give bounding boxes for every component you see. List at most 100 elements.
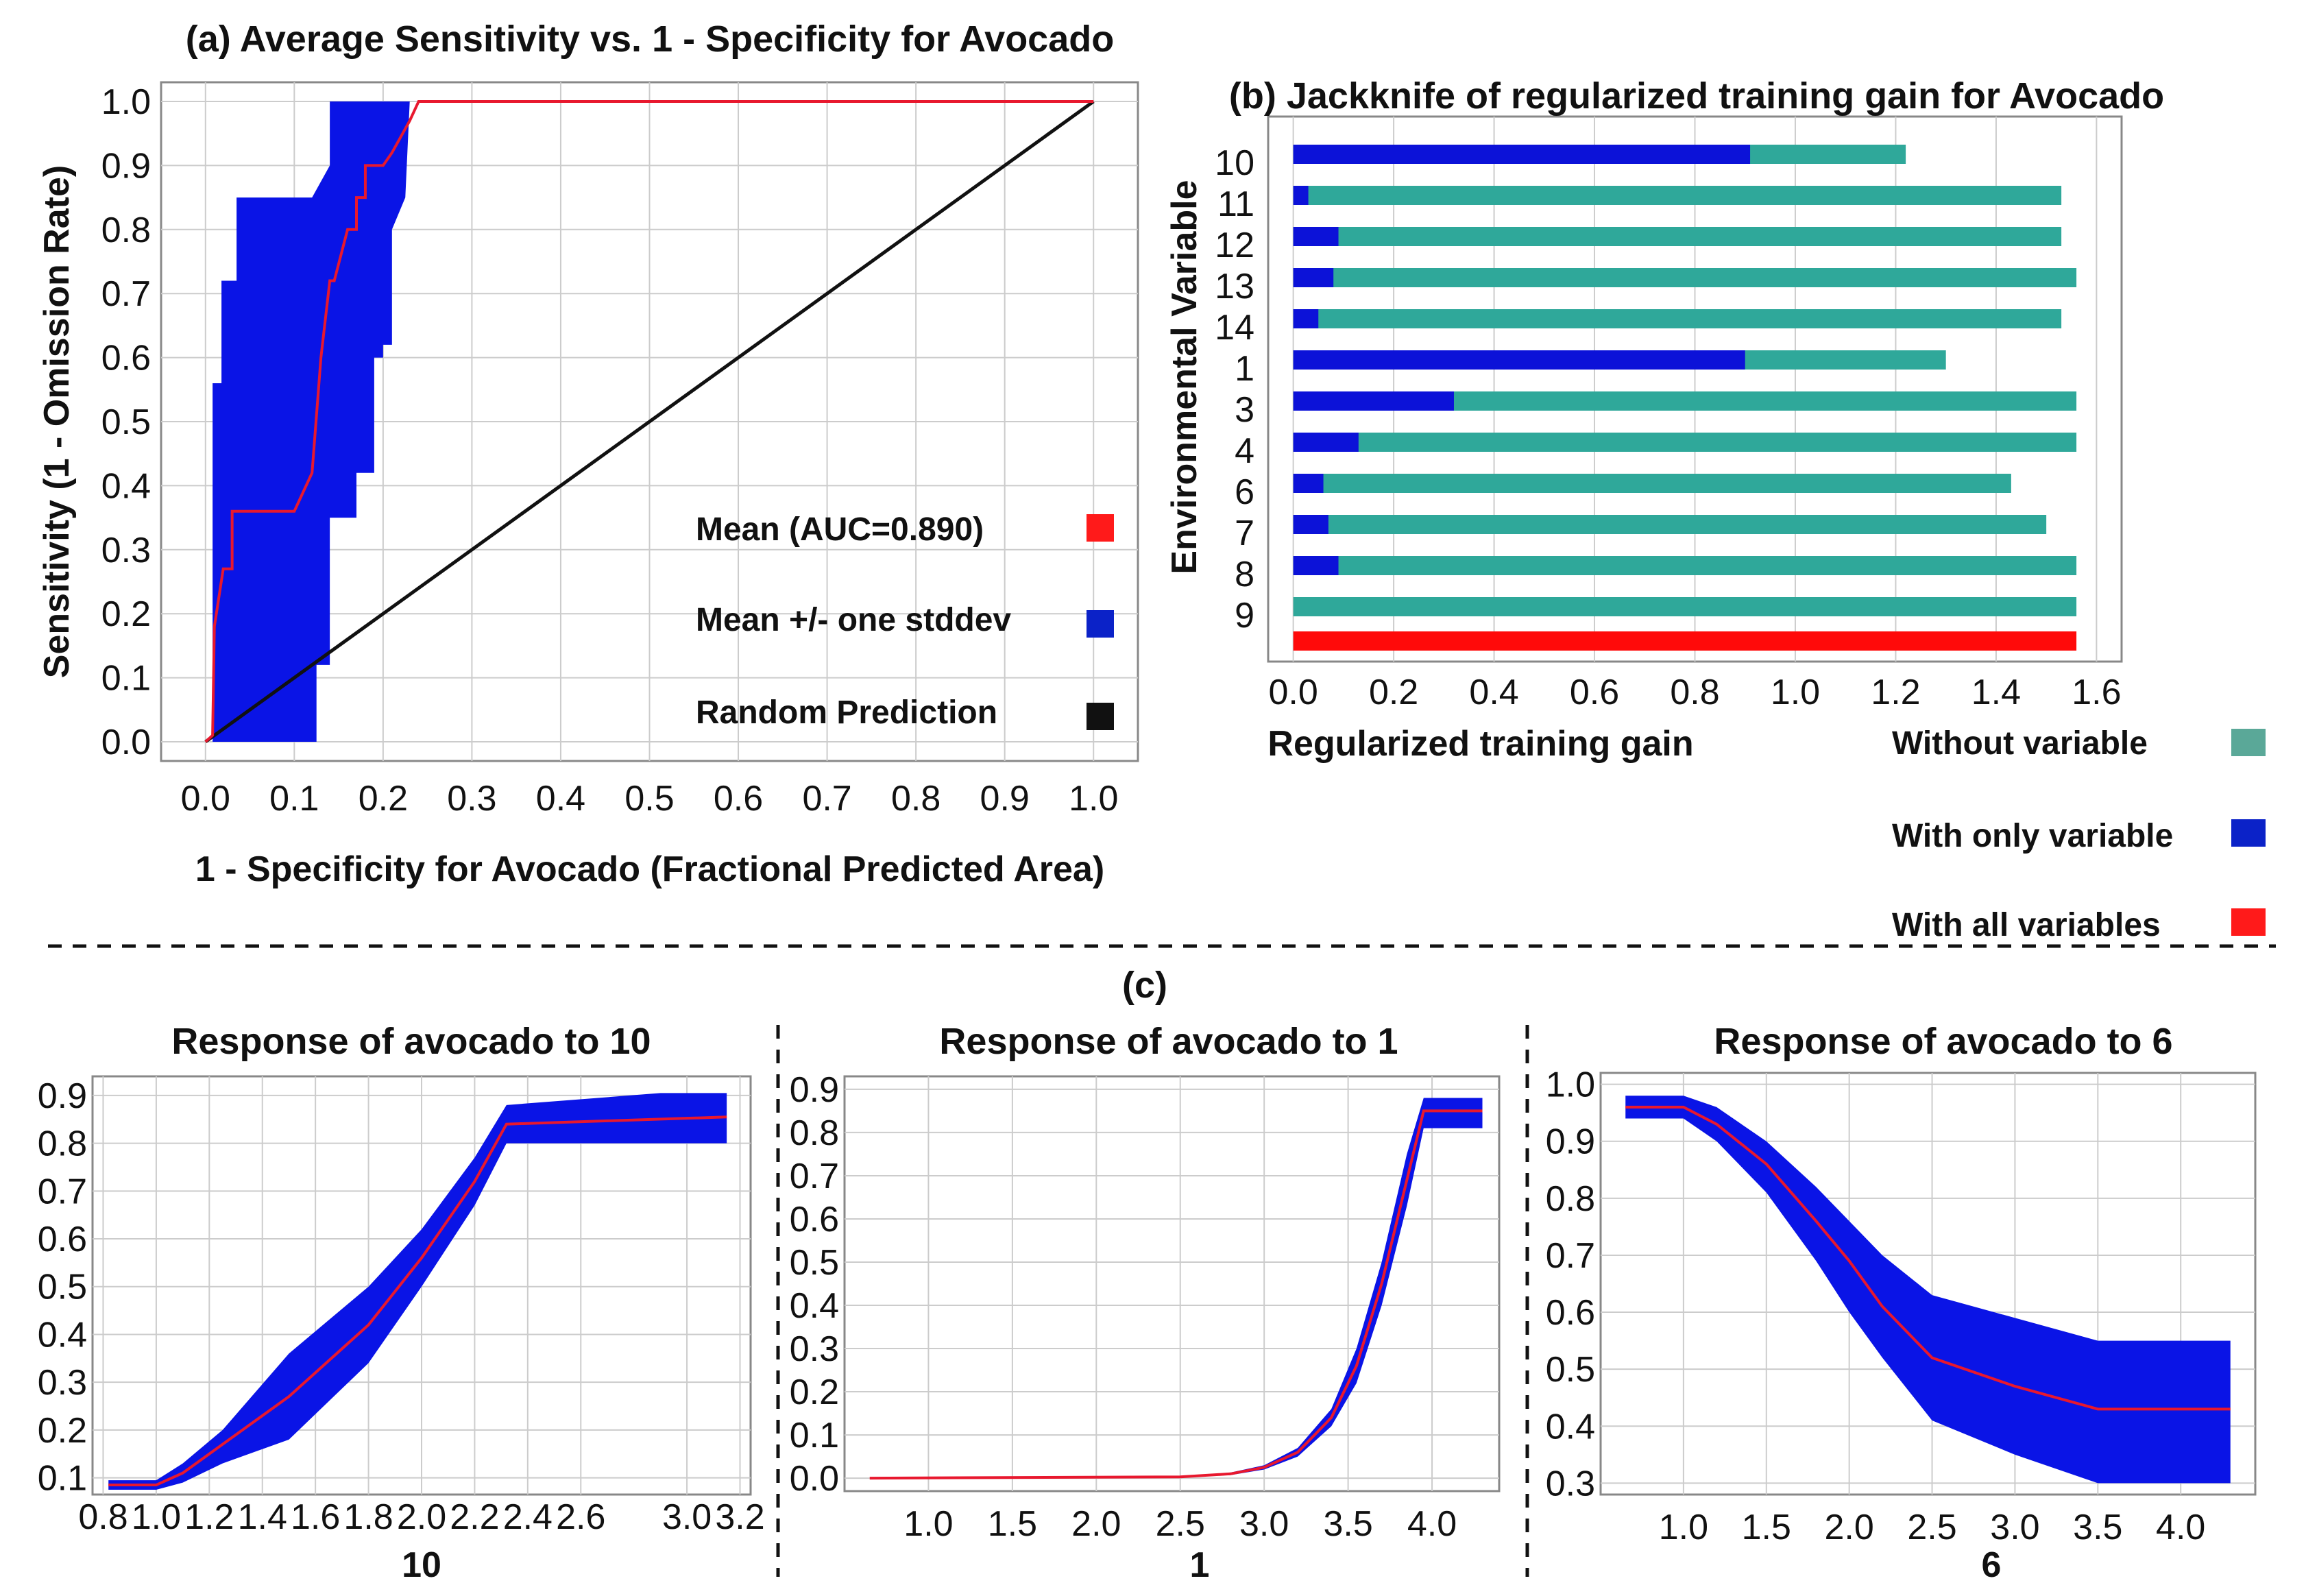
x-axis-label: 10 xyxy=(402,1545,441,1585)
legend-swatch-random xyxy=(1087,703,1114,730)
y-tick-label-var-10: 10 xyxy=(1215,143,1254,183)
bar-only-var-8 xyxy=(1293,556,1339,575)
x-tick-label: 1.0 xyxy=(132,1497,181,1537)
bar-all-variables xyxy=(1293,631,2077,651)
y-tick-label: 0.3 xyxy=(790,1329,839,1369)
legend-swatch-without xyxy=(2231,729,2266,756)
x-tick-label: 1.6 xyxy=(291,1497,340,1537)
legend-label-only: With only variable xyxy=(1892,818,2173,854)
y-tick-label-var-9: 9 xyxy=(1235,596,1254,636)
x-axis-label: Regularized training gain xyxy=(1267,724,1693,764)
y-tick-label-var-7: 7 xyxy=(1235,513,1254,553)
y-tick-label: 0.6 xyxy=(790,1200,839,1240)
bar-without-var-13 xyxy=(1293,268,2077,287)
random-prediction-line xyxy=(204,99,1095,744)
y-tick-label: 0.3 xyxy=(101,531,151,570)
x-tick-label: 1.4 xyxy=(1971,673,2021,712)
legend-swatch-stddev xyxy=(1087,610,1114,638)
x-tick-label: 0.7 xyxy=(802,779,851,819)
marks xyxy=(869,1098,1483,1480)
legend-label-all: With all variables xyxy=(1892,907,2161,943)
y-tick-label-var-11: 11 xyxy=(1217,184,1254,224)
y-tick-label: 0.0 xyxy=(101,723,151,762)
mean-response-line xyxy=(869,1109,1483,1480)
x-tick-label: 0.4 xyxy=(1469,673,1518,712)
x-tick-label: 0.6 xyxy=(714,779,763,819)
y-tick-label: 0.2 xyxy=(38,1411,87,1451)
bar-without-var-14 xyxy=(1293,309,2062,328)
y-tick-label: 0.8 xyxy=(1546,1179,1595,1219)
y-tick-label: 0.6 xyxy=(38,1220,87,1259)
y-tick-label: 0.1 xyxy=(101,659,151,699)
legend: Without variable With only variable With… xyxy=(1892,725,2266,943)
stddev-band xyxy=(1625,1096,2231,1484)
x-tick-label: 1.2 xyxy=(1871,673,1920,712)
y-tick-label: 0.2 xyxy=(101,594,151,634)
bar-only-var-12 xyxy=(1293,227,1339,246)
chart-title: Response of avocado to 1 xyxy=(939,1021,1398,1062)
x-tick-label: 1.0 xyxy=(1659,1508,1708,1547)
x-tick-label: 4.0 xyxy=(2156,1508,2205,1547)
panel-c-response-1: 1.0 1.5 2.0 2.5 3.0 3.5 4.0 0.0 0.1 0.2 0.30.40.5… xyxy=(790,1021,1501,1585)
y-tick-label: 0.0 xyxy=(790,1459,839,1499)
bar-only-var-3 xyxy=(1293,391,1454,411)
y-tick-label: 0.5 xyxy=(101,402,151,442)
marks xyxy=(1293,145,2077,651)
marks xyxy=(1625,1096,2231,1484)
x-axis-label: 1 xyxy=(1190,1545,1210,1585)
x-tick-label: 3.0 xyxy=(1239,1504,1289,1544)
x-tick-label: 3.2 xyxy=(715,1497,764,1537)
x-tick-label: 1.0 xyxy=(1771,673,1820,712)
bar-without-var-8 xyxy=(1293,556,2077,575)
y-tick-label: 0.5 xyxy=(1546,1350,1595,1390)
mean-roc-line xyxy=(204,100,1094,743)
bar-without-var-7 xyxy=(1293,515,2047,534)
y-tick-label: 0.1 xyxy=(38,1459,87,1499)
y-tick-label: 0.8 xyxy=(38,1124,87,1164)
y-axis-label: Sensitivity (1 - Omission Rate) xyxy=(37,165,77,678)
x-tick-label: 3.5 xyxy=(1323,1504,1372,1544)
x-tick-label: 2.0 xyxy=(1071,1504,1121,1544)
chart-title: Response of avocado to 6 xyxy=(1714,1021,2172,1062)
chart-title: (b) Jackknife of regularized training ga… xyxy=(1229,75,2164,117)
legend-swatch-mean xyxy=(1087,514,1114,542)
y-tick-labels: 0.0 0.1 0.2 0.3 0.4 0.5 0.6 0.7 0.8 0.9 1.0 xyxy=(101,82,151,762)
y-tick-label: 0.4 xyxy=(1546,1407,1595,1447)
panel-b-jackknife: 0.0 0.2 0.4 0.6 0.8 1.0 1.2 1.4 1.6 101112131413… xyxy=(1165,75,2266,943)
x-tick-label: 0.6 xyxy=(1570,673,1619,712)
chart-title: Response of avocado to 10 xyxy=(171,1021,651,1062)
x-tick-label: 0.8 xyxy=(1670,673,1719,712)
bar-only-var-6 xyxy=(1293,474,1324,493)
y-tick-label: 0.7 xyxy=(38,1172,87,1211)
y-tick-labels: 0.1 0.2 0.3 0.4 0.5 0.6 0.7 0.8 0.9 xyxy=(38,1076,87,1499)
y-tick-label: 0.5 xyxy=(790,1243,839,1283)
x-tick-label: 0.8 xyxy=(78,1497,128,1537)
x-tick-label: 0.1 xyxy=(269,779,319,819)
x-axis-label: 1 - Specificity for Avocado (Fractional … xyxy=(195,849,1104,889)
y-tick-label-var-4: 4 xyxy=(1235,431,1254,471)
stddev-band xyxy=(869,1098,1483,1479)
y-tick-label: 0.6 xyxy=(101,339,151,378)
y-tick-label: 0.4 xyxy=(101,466,151,506)
legend-label-without: Without variable xyxy=(1892,725,2148,762)
bar-only-var-10 xyxy=(1293,145,1751,164)
y-tick-label: 0.2 xyxy=(790,1373,839,1412)
y-tick-label: 1.0 xyxy=(101,82,151,122)
legend: Mean (AUC=0.890) Mean +/- one stddev Ran… xyxy=(696,511,1114,731)
y-tick-label: 0.6 xyxy=(1546,1293,1595,1333)
x-tick-label: 3.5 xyxy=(2073,1508,2122,1547)
y-tick-label: 0.7 xyxy=(790,1157,839,1196)
panel-c-response-10: 0.8 1.0 1.2 1.4 1.6 1.8 2.0 2.2 2.4 2.6 3.0 3.2 0.1… xyxy=(38,1021,765,1585)
x-tick-label: 2.0 xyxy=(1825,1508,1874,1547)
y-tick-label: 0.1 xyxy=(790,1416,839,1455)
x-tick-label: 1.8 xyxy=(343,1497,393,1537)
legend-swatch-all xyxy=(2231,908,2266,936)
x-tick-labels: 0.0 0.1 0.2 0.3 0.4 0.5 0.6 0.7 0.8 0.9 1.0 xyxy=(181,779,1119,819)
figure-label-c: (c) xyxy=(1122,965,1167,1006)
legend-label-random: Random Prediction xyxy=(696,694,997,731)
x-tick-label: 3.0 xyxy=(1990,1508,2039,1547)
bar-only-var-4 xyxy=(1293,433,1359,452)
y-tick-label: 0.7 xyxy=(1546,1236,1595,1276)
